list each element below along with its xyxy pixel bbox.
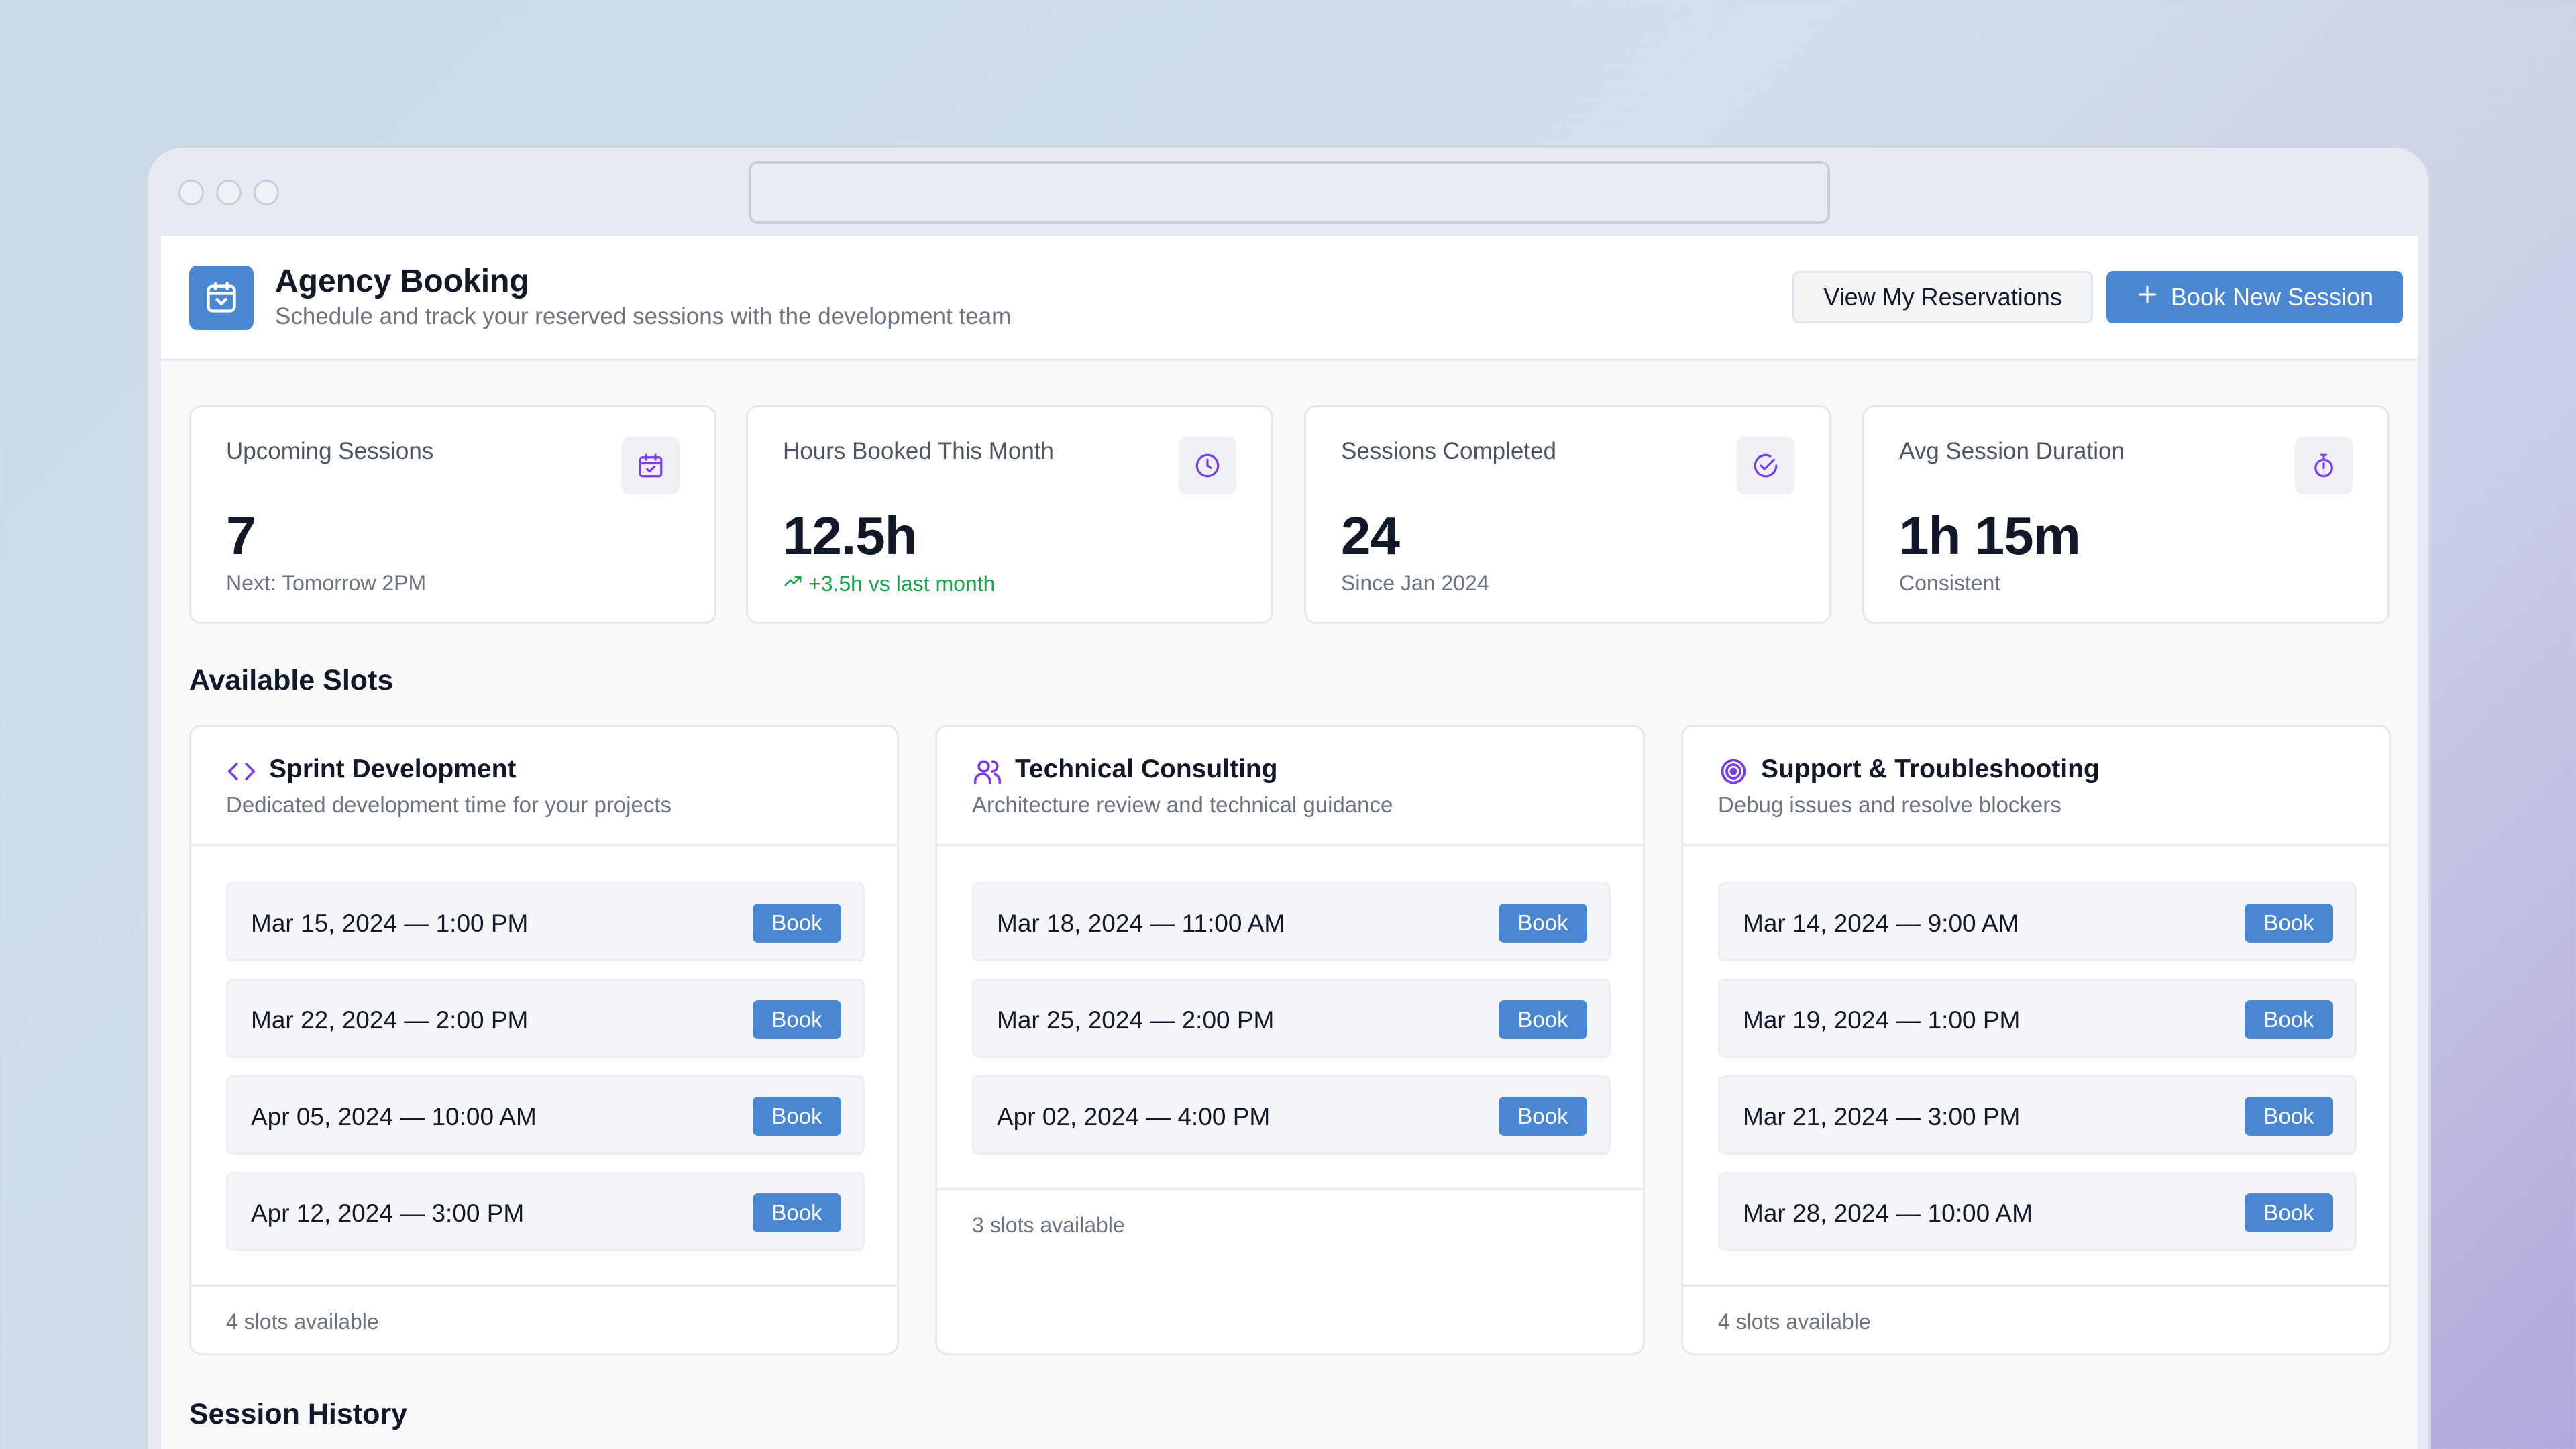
stat-note: Consistent bbox=[1899, 571, 2001, 595]
slot-row: Mar 15, 2024 — 1:00 PM Book bbox=[226, 882, 865, 961]
app-subtitle: Schedule and track your reserved session… bbox=[275, 303, 1012, 329]
slot-datetime: Mar 22, 2024 — 2:00 PM bbox=[251, 1006, 529, 1034]
slot-datetime: Mar 15, 2024 — 1:00 PM bbox=[251, 910, 529, 937]
slot-row: Mar 28, 2024 — 10:00 AM Book bbox=[1718, 1172, 2357, 1251]
slot-datetime: Mar 28, 2024 — 10:00 AM bbox=[1743, 1199, 2033, 1227]
book-button[interactable]: Book bbox=[1499, 1097, 1587, 1136]
app-header: Agency Booking Schedule and track your r… bbox=[161, 236, 2418, 361]
slot-datetime: Apr 12, 2024 — 3:00 PM bbox=[251, 1199, 525, 1227]
slot-datetime: Mar 21, 2024 — 3:00 PM bbox=[1743, 1103, 2021, 1130]
window-close-dot[interactable] bbox=[178, 180, 204, 205]
stat-note: +3.5h vs last month bbox=[808, 571, 996, 596]
slots-available-count: 4 slots available bbox=[226, 1309, 379, 1334]
slot-row: Mar 18, 2024 — 11:00 AM Book bbox=[972, 882, 1611, 961]
session-history-heading: Session History bbox=[189, 1398, 407, 1430]
stat-value: 24 bbox=[1341, 506, 1400, 566]
slot-row: Mar 19, 2024 — 1:00 PM Book bbox=[1718, 979, 2357, 1058]
check-circle-icon bbox=[1737, 437, 1794, 494]
address-bar[interactable] bbox=[749, 161, 1830, 224]
slot-row: Mar 25, 2024 — 2:00 PM Book bbox=[972, 979, 1611, 1058]
slot-card-description: Architecture review and technical guidan… bbox=[972, 792, 1393, 817]
browser-titlebar bbox=[148, 148, 2428, 236]
view-reservations-label: View My Reservations bbox=[1823, 283, 2062, 311]
stat-card-hours-booked: Hours Booked This Month 12.5h +3.5h vs l… bbox=[746, 405, 1273, 624]
stat-note: Since Jan 2024 bbox=[1341, 571, 1489, 595]
stat-card-upcoming-sessions: Upcoming Sessions 7 Next: Tomorrow 2PM bbox=[189, 405, 716, 624]
stat-card-avg-duration: Avg Session Duration 1h 15m Consistent bbox=[1862, 405, 2390, 624]
book-button[interactable]: Book bbox=[753, 1000, 841, 1039]
available-slots-heading: Available Slots bbox=[189, 664, 394, 696]
slots-available-count: 4 slots available bbox=[1718, 1309, 1871, 1334]
slot-card-footer: 4 slots available bbox=[1683, 1285, 2389, 1353]
stat-label: Avg Session Duration bbox=[1899, 438, 2125, 464]
slot-datetime: Apr 02, 2024 — 4:00 PM bbox=[997, 1103, 1271, 1130]
book-button[interactable]: Book bbox=[1499, 904, 1587, 943]
book-button[interactable]: Book bbox=[753, 1097, 841, 1136]
book-button[interactable]: Book bbox=[2245, 1193, 2333, 1232]
book-button[interactable]: Book bbox=[2245, 1097, 2333, 1136]
trending-up-icon bbox=[783, 571, 803, 596]
book-button[interactable]: Book bbox=[753, 904, 841, 943]
target-icon bbox=[1718, 756, 1749, 787]
stat-value: 1h 15m bbox=[1899, 506, 2081, 566]
stat-trend: +3.5h vs last month bbox=[783, 571, 995, 596]
book-new-session-button[interactable]: Book New Session bbox=[2106, 271, 2403, 323]
slot-row: Apr 12, 2024 — 3:00 PM Book bbox=[226, 1172, 865, 1251]
app-logo-icon bbox=[189, 266, 254, 330]
slots-available-count: 3 slots available bbox=[972, 1213, 1125, 1237]
slot-card-header: Technical Consulting Architecture review… bbox=[937, 727, 1643, 846]
book-button[interactable]: Book bbox=[2245, 1000, 2333, 1039]
slot-card-sprint-development: Sprint Development Dedicated development… bbox=[189, 724, 899, 1355]
slot-card-technical-consulting: Technical Consulting Architecture review… bbox=[935, 724, 1645, 1355]
slot-row: Apr 05, 2024 — 10:00 AM Book bbox=[226, 1075, 865, 1155]
plus-icon bbox=[2136, 283, 2159, 312]
book-new-session-label: Book New Session bbox=[2170, 283, 2374, 311]
slot-list: Mar 18, 2024 — 11:00 AM Book Mar 25, 202… bbox=[972, 882, 1611, 1172]
stat-label: Upcoming Sessions bbox=[226, 438, 434, 464]
slot-card-support-troubleshooting: Support & Troubleshooting Debug issues a… bbox=[1681, 724, 2391, 1355]
slot-card-header: Sprint Development Dedicated development… bbox=[191, 727, 897, 846]
users-icon bbox=[972, 756, 1003, 787]
slot-datetime: Mar 18, 2024 — 11:00 AM bbox=[997, 910, 1285, 937]
slot-datetime: Mar 19, 2024 — 1:00 PM bbox=[1743, 1006, 2021, 1034]
stat-card-sessions-completed: Sessions Completed 24 Since Jan 2024 bbox=[1304, 405, 1831, 624]
app-title: Agency Booking bbox=[275, 264, 529, 299]
stat-note: Next: Tomorrow 2PM bbox=[226, 571, 427, 595]
window-maximize-dot[interactable] bbox=[254, 180, 279, 205]
book-button[interactable]: Book bbox=[2245, 904, 2333, 943]
slot-row: Apr 02, 2024 — 4:00 PM Book bbox=[972, 1075, 1611, 1155]
book-button[interactable]: Book bbox=[1499, 1000, 1587, 1039]
stopwatch-icon bbox=[2295, 437, 2353, 494]
slot-card-title: Sprint Development bbox=[269, 755, 517, 784]
window-minimize-dot[interactable] bbox=[216, 180, 241, 205]
slot-row: Mar 22, 2024 — 2:00 PM Book bbox=[226, 979, 865, 1058]
code-icon bbox=[226, 756, 257, 787]
book-button[interactable]: Book bbox=[753, 1193, 841, 1232]
slot-card-footer: 4 slots available bbox=[191, 1285, 897, 1353]
view-reservations-button[interactable]: View My Reservations bbox=[1792, 271, 2093, 323]
slot-list: Mar 14, 2024 — 9:00 AM Book Mar 19, 2024… bbox=[1718, 882, 2357, 1269]
slot-card-footer: 3 slots available bbox=[937, 1188, 1643, 1259]
browser-window: Agency Booking Schedule and track your r… bbox=[145, 145, 2431, 1449]
slot-card-description: Dedicated development time for your proj… bbox=[226, 792, 672, 817]
stat-value: 12.5h bbox=[783, 506, 918, 566]
slot-card-title: Support & Troubleshooting bbox=[1761, 755, 2100, 784]
calendar-check-icon bbox=[622, 437, 680, 494]
slot-card-title: Technical Consulting bbox=[1015, 755, 1278, 784]
app-page: Agency Booking Schedule and track your r… bbox=[161, 236, 2418, 1449]
slot-card-header: Support & Troubleshooting Debug issues a… bbox=[1683, 727, 2389, 846]
slot-row: Mar 14, 2024 — 9:00 AM Book bbox=[1718, 882, 2357, 961]
stat-label: Hours Booked This Month bbox=[783, 438, 1055, 464]
slot-datetime: Mar 14, 2024 — 9:00 AM bbox=[1743, 910, 2019, 937]
clock-icon bbox=[1179, 437, 1236, 494]
slot-list: Mar 15, 2024 — 1:00 PM Book Mar 22, 2024… bbox=[226, 882, 865, 1269]
stat-label: Sessions Completed bbox=[1341, 438, 1556, 464]
slot-card-description: Debug issues and resolve blockers bbox=[1718, 792, 2061, 817]
slot-datetime: Mar 25, 2024 — 2:00 PM bbox=[997, 1006, 1275, 1034]
slot-datetime: Apr 05, 2024 — 10:00 AM bbox=[251, 1103, 537, 1130]
slot-row: Mar 21, 2024 — 3:00 PM Book bbox=[1718, 1075, 2357, 1155]
stat-value: 7 bbox=[226, 506, 256, 566]
